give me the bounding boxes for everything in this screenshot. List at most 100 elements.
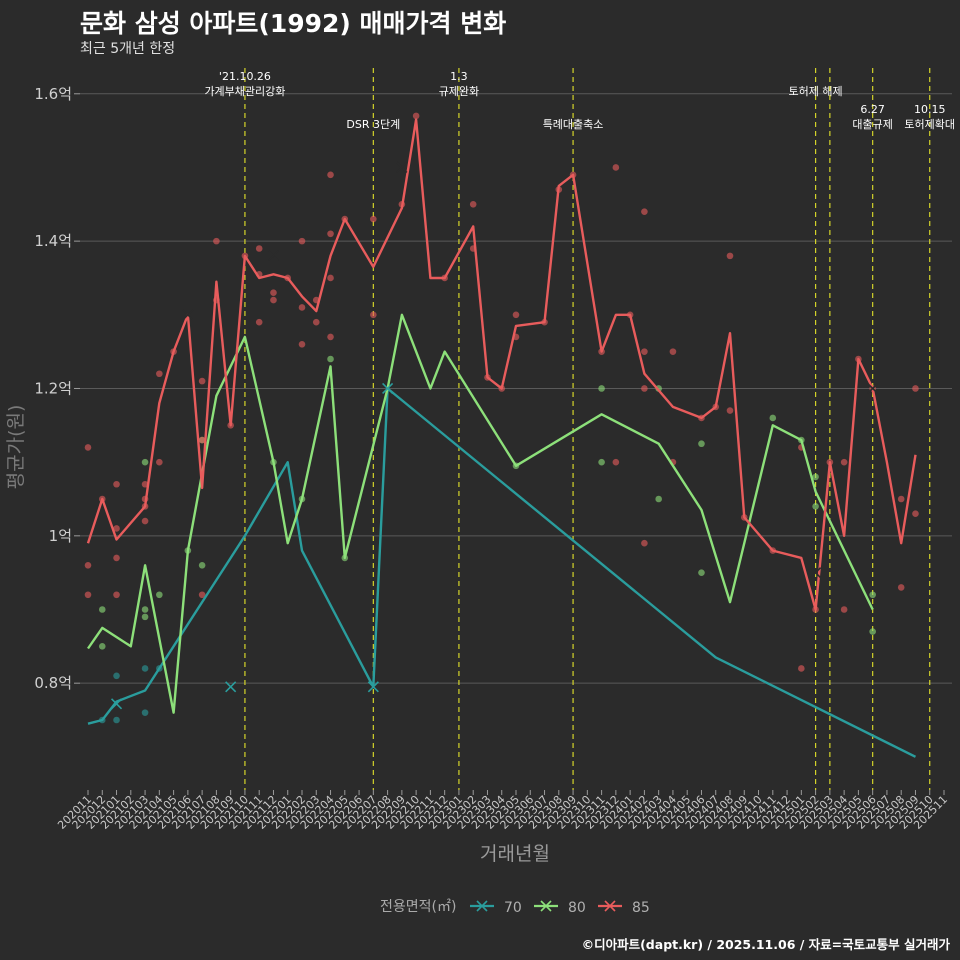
cross-layer (110, 161, 879, 710)
data-point-85 (912, 510, 919, 518)
source-caption: ©디아파트(dapt.kr) / 2025.11.06 / 자료=국토교통부 실… (581, 937, 950, 952)
y-tick-layer: 0.8억 1억 1.2억 1.4억 1.6억 (34, 85, 80, 692)
cross-stroke (604, 900, 616, 912)
cross-stroke (367, 681, 379, 693)
event-annotation: '21.10.26 (219, 70, 271, 83)
event-annotation: 가계부채관리강화 (204, 85, 285, 98)
legend-cross-icon (540, 900, 552, 912)
data-point-85 (370, 215, 377, 223)
data-point-85 (412, 112, 420, 120)
chart-subtitle: 최근 5개년 한정 (80, 41, 176, 57)
cross-marker-85 (267, 250, 280, 262)
data-point-80 (812, 503, 819, 510)
data-point-80 (769, 414, 777, 422)
data-point-80 (156, 591, 163, 599)
cross-stroke (810, 567, 822, 579)
cross-marker-85 (867, 382, 879, 395)
data-point-85 (798, 665, 805, 672)
data-point-85 (840, 606, 848, 613)
cross-stroke (110, 698, 123, 710)
data-point-85 (641, 385, 648, 392)
line-layer (86, 118, 917, 758)
data-point-85 (612, 458, 620, 466)
data-point-70 (141, 665, 149, 672)
event-annotation: 규제완화 (439, 85, 479, 98)
legend-label: 70 (504, 900, 522, 916)
series-line-85 (86, 118, 917, 611)
data-point-85 (312, 318, 320, 326)
legend-item-80: 80 (534, 900, 586, 916)
data-point-85 (840, 458, 848, 466)
event-annotation: 토허제확대 (904, 118, 955, 131)
y-axis-label: 평균가(원) (5, 405, 27, 490)
y-tick-label: 1.2억 (34, 379, 72, 397)
data-point-85 (469, 200, 477, 208)
data-point-85 (198, 377, 206, 385)
data-point-85 (641, 348, 648, 355)
data-point-85 (255, 245, 263, 252)
cross-marker-85 (810, 567, 822, 579)
cross-marker-70 (110, 698, 123, 710)
data-point-85 (113, 554, 120, 562)
data-point-80 (98, 643, 106, 650)
data-point-85 (897, 584, 905, 591)
y-tick-label: 0.8억 (34, 674, 72, 692)
cross-stroke (476, 900, 488, 912)
data-point-85 (298, 340, 306, 348)
y-tick-label: 1억 (49, 527, 72, 545)
data-point-80 (698, 440, 705, 448)
data-point-80 (812, 473, 819, 481)
legend-item-85: 85 (598, 900, 650, 916)
data-point-85 (327, 333, 334, 341)
event-annotation: 1.3 (450, 70, 468, 83)
data-point-85 (669, 348, 677, 355)
legend-cross-icon (604, 900, 616, 912)
event-annotation: 토허제 해제 (789, 84, 843, 98)
data-point-85 (370, 311, 377, 319)
legend-title: 전용면적(㎡) (380, 899, 456, 915)
event-annotation: 특례대출축소 (543, 118, 604, 131)
legend-cross-icon (476, 900, 488, 912)
event-annotation: DSR 3단계 (346, 118, 400, 131)
data-point-80 (198, 561, 206, 569)
legend-label: 85 (632, 900, 650, 916)
data-point-85 (213, 237, 220, 245)
cross-stroke (867, 382, 879, 395)
cross-stroke (182, 309, 194, 321)
data-point-85 (156, 370, 163, 378)
point-layer (84, 112, 919, 724)
data-point-85 (641, 539, 648, 547)
cross-marker-85 (396, 161, 408, 174)
x-axis-label: 거래년월 (480, 843, 550, 865)
data-point-85 (84, 591, 92, 599)
data-point-85 (912, 385, 919, 392)
data-point-85 (156, 458, 163, 466)
cross-marker-70 (367, 681, 379, 693)
grid-layer (80, 93, 952, 684)
cross-marker-70 (382, 382, 394, 395)
data-point-80 (141, 606, 149, 613)
y-tick-label: 1.6억 (34, 85, 72, 103)
data-point-80 (869, 591, 876, 599)
data-point-85 (141, 517, 149, 525)
data-point-70 (113, 672, 120, 680)
data-point-85 (113, 480, 120, 488)
legend-item-70: 70 (470, 900, 522, 916)
data-point-85 (298, 304, 306, 311)
data-point-85 (270, 296, 277, 304)
data-point-85 (612, 164, 620, 171)
series-line-80 (87, 313, 874, 714)
y-tick-label: 1.4억 (34, 232, 72, 250)
data-point-85 (84, 444, 92, 451)
event-annotation: 10.15 (914, 103, 946, 116)
cross-stroke (267, 250, 280, 262)
x-tick-layer: 2020112020122021012021022021032021042021… (55, 790, 950, 832)
data-point-80 (98, 606, 106, 613)
chart-title: 문화 삼성 아파트(1992) 매매가격 변화 (80, 9, 507, 38)
data-point-80 (598, 385, 605, 392)
data-point-85 (327, 274, 334, 282)
data-point-85 (897, 495, 905, 503)
data-point-85 (113, 525, 120, 532)
